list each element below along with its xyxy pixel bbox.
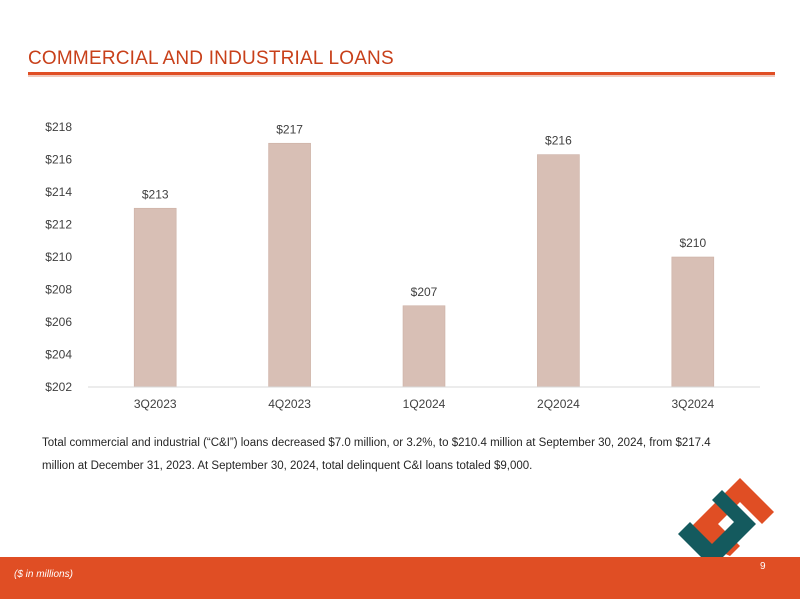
bar-3q2023 xyxy=(133,207,177,388)
x-tick-label: 1Q2024 xyxy=(403,397,446,411)
bar-2q2024 xyxy=(537,154,580,388)
bar-series xyxy=(133,142,715,388)
x-axis: 3Q2023 4Q2023 1Q2024 2Q2024 3Q2024 xyxy=(134,397,715,411)
y-tick-label: $204 xyxy=(45,348,72,362)
footer-bar xyxy=(0,557,800,599)
y-tick-label: $212 xyxy=(45,218,72,232)
logo-orange-mark xyxy=(688,478,774,556)
data-label: $217 xyxy=(276,122,303,136)
y-tick-label: $214 xyxy=(45,185,72,199)
y-tick-label: $210 xyxy=(45,250,72,264)
data-labels: $213 $217 $207 $216 $210 xyxy=(142,122,707,299)
x-tick-label: 3Q2024 xyxy=(671,397,714,411)
bar-3q2024 xyxy=(671,256,715,388)
data-label: $213 xyxy=(142,187,169,201)
y-tick-label: $218 xyxy=(45,120,72,134)
summary-note: Total commercial and industrial (“C&I”) … xyxy=(42,437,711,472)
slide-title: COMMERCIAL AND INDUSTRIAL LOANS xyxy=(28,48,394,69)
bar-chart: $202 $204 $206 $208 $210 $212 $214 $216 $218 3Q2… xyxy=(45,120,760,411)
bar-4q2023 xyxy=(268,142,311,388)
bar-1q2024 xyxy=(402,305,446,388)
company-logo xyxy=(678,478,774,568)
y-tick-label: $216 xyxy=(45,153,72,167)
data-label: $216 xyxy=(545,134,572,148)
data-label: $207 xyxy=(411,285,438,299)
units-footnote: ($ in millions) xyxy=(14,569,73,580)
page-number: 9 xyxy=(760,561,766,572)
y-tick-label: $206 xyxy=(45,315,72,329)
x-tick-label: 3Q2023 xyxy=(134,397,177,411)
y-axis: $202 $204 $206 $208 $210 $212 $214 $216 $218 xyxy=(45,120,72,394)
title-underline-shadow xyxy=(28,75,775,77)
data-label: $210 xyxy=(679,236,706,250)
x-tick-label: 4Q2023 xyxy=(268,397,311,411)
x-tick-label: 2Q2024 xyxy=(537,397,580,411)
y-tick-label: $202 xyxy=(45,380,72,394)
title-underline xyxy=(28,72,775,75)
logo-teal-mark xyxy=(678,490,756,568)
y-tick-label: $208 xyxy=(45,283,72,297)
